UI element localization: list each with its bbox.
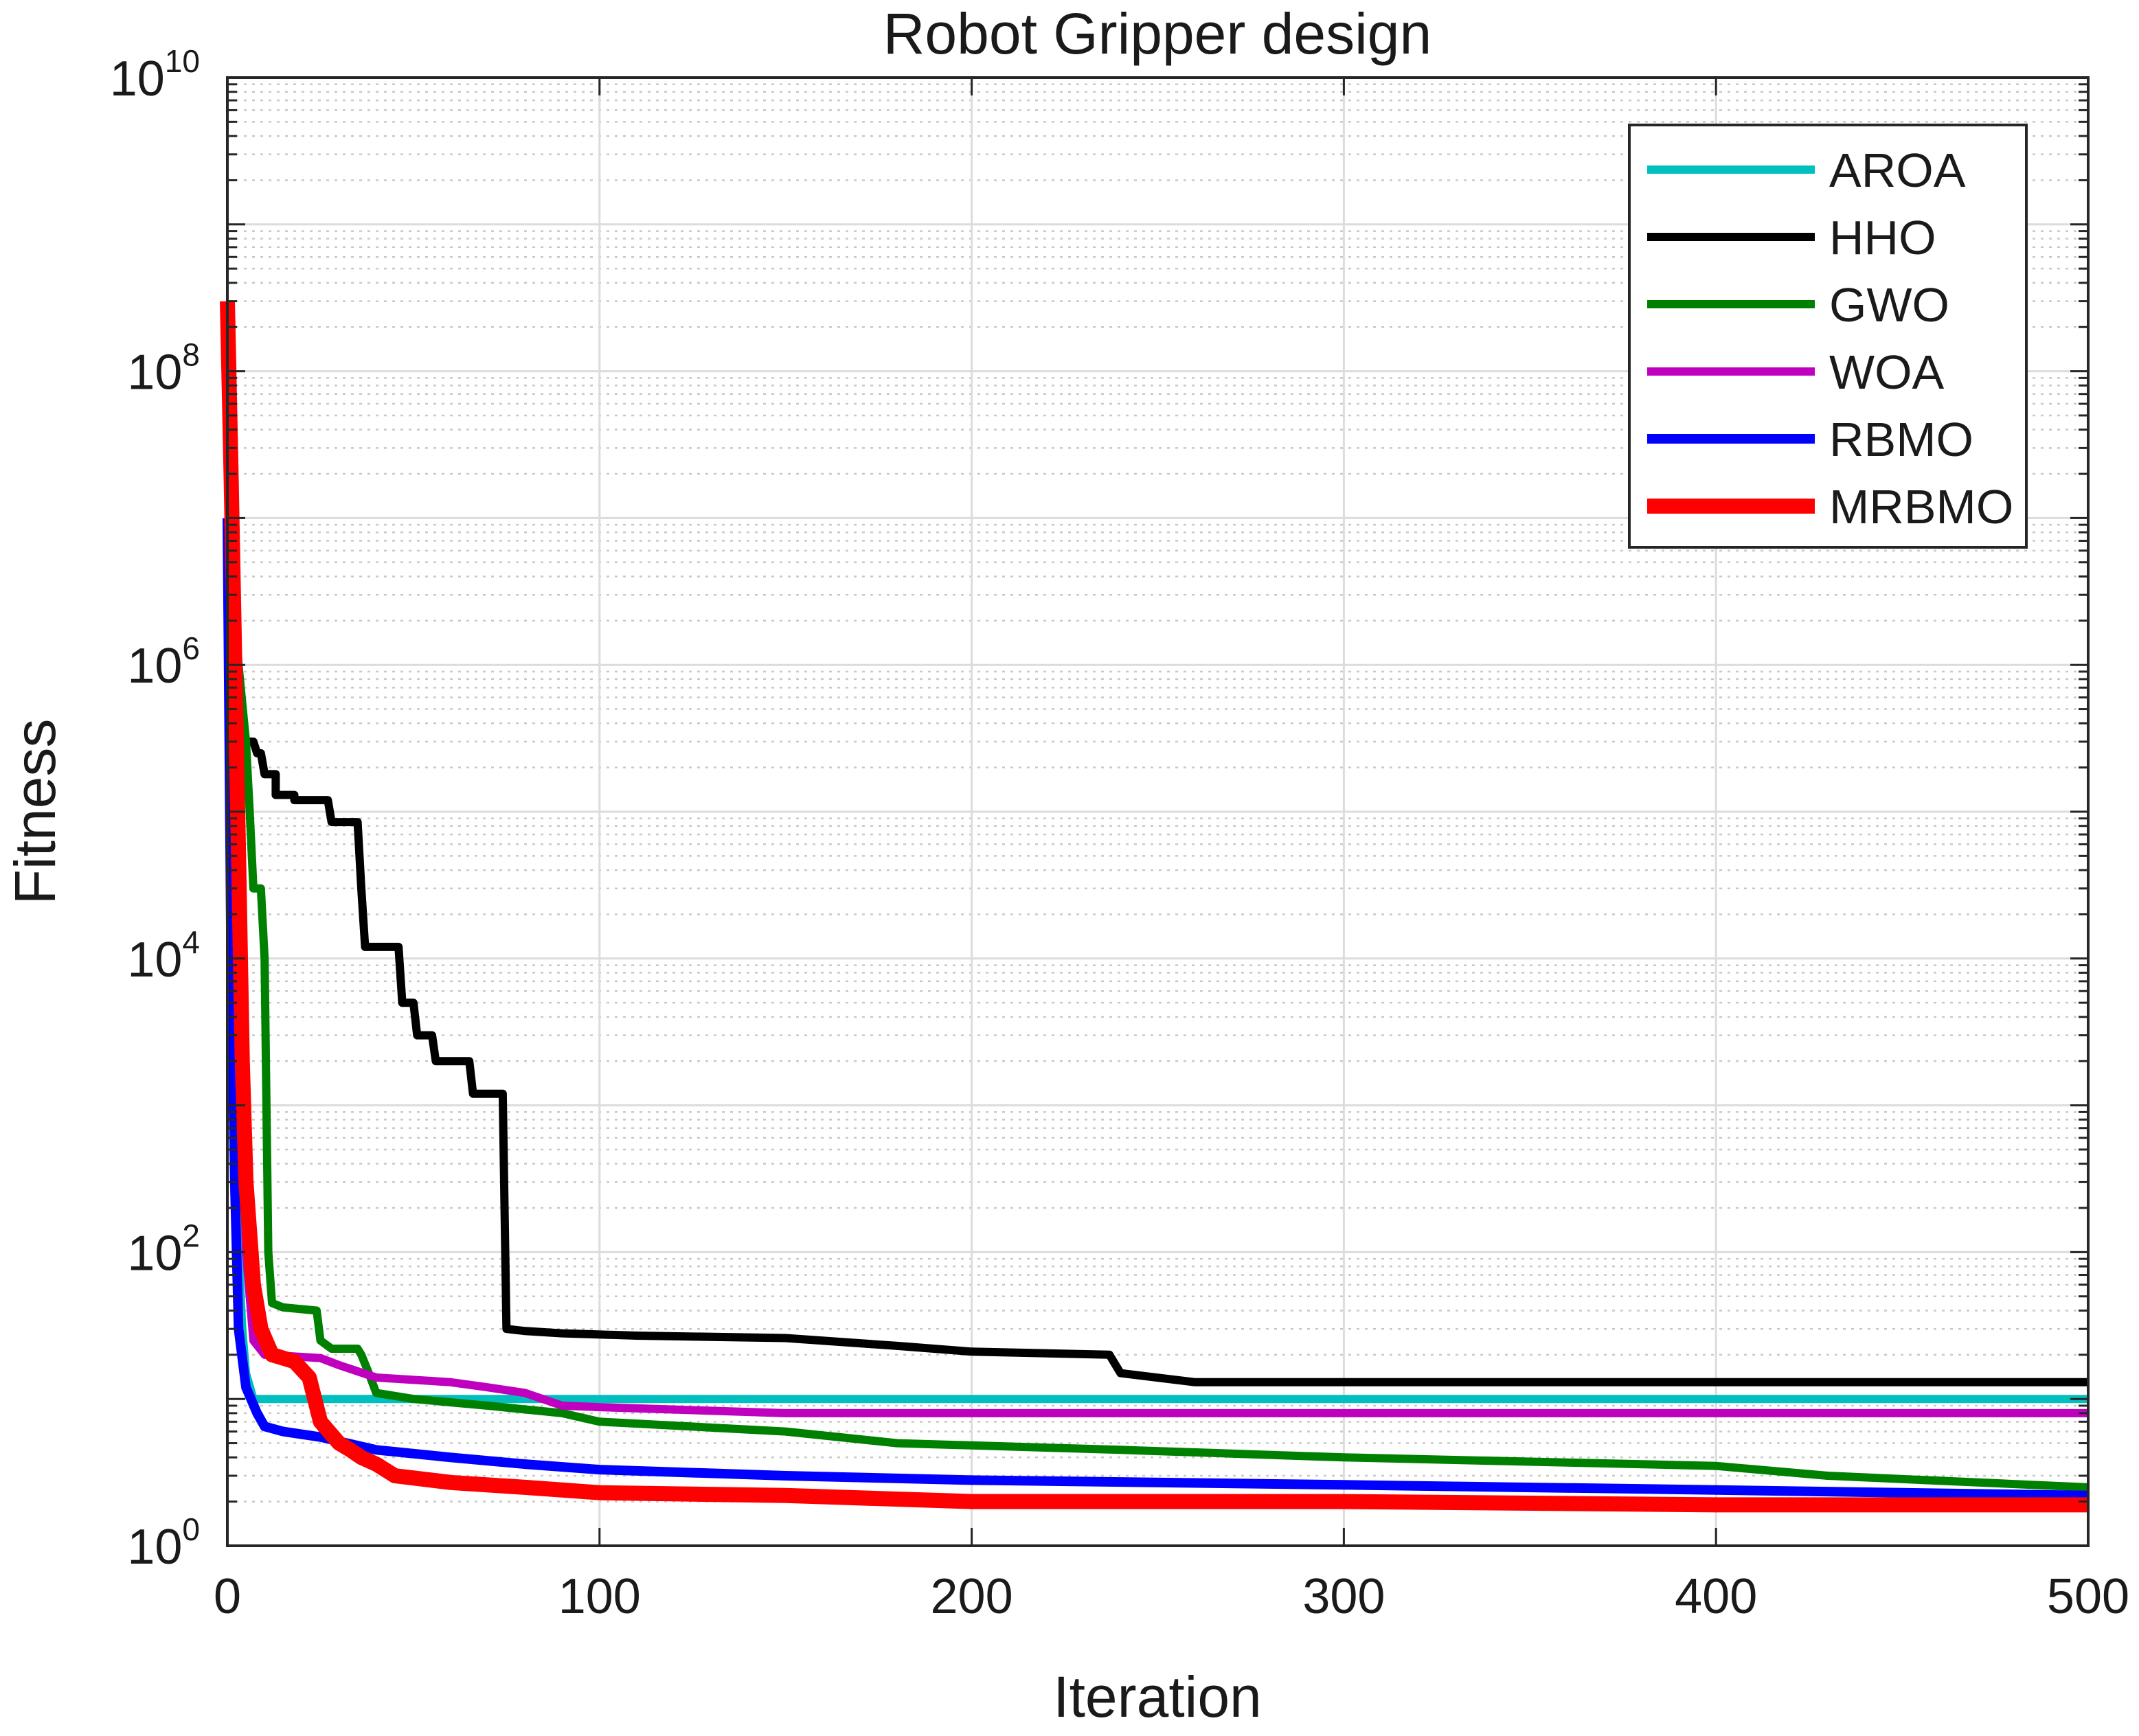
legend-label-hho: HHO xyxy=(1829,211,1936,264)
chart-title: Robot Gripper design xyxy=(883,1,1431,66)
legend-label-mrbmo: MRBMO xyxy=(1829,480,2013,534)
tick-marks xyxy=(226,76,2090,1547)
legend-box xyxy=(1628,124,2028,549)
legend: AROA HHO GWO WOA RBMO MRBMO xyxy=(1628,124,2028,549)
x-tick-label: 200 xyxy=(931,1569,1013,1624)
x-tick-label: 300 xyxy=(1302,1569,1385,1624)
legend-label-aroa: AROA xyxy=(1829,144,1966,197)
y-tick-label: 106 xyxy=(127,630,200,694)
series-line-hho xyxy=(223,594,2088,1386)
y-tick-label: 102 xyxy=(127,1218,200,1281)
y-tick-labels: 100 102 104 106 108 1010 xyxy=(110,43,200,1575)
x-tick-label: 0 xyxy=(214,1569,241,1624)
y-tick-label: 1010 xyxy=(110,43,200,106)
x-tick-label: 100 xyxy=(558,1569,641,1624)
x-tick-label: 500 xyxy=(2047,1569,2129,1624)
series-lines xyxy=(220,301,2089,1513)
y-axis-label: Fitness xyxy=(3,719,67,905)
y-tick-label: 108 xyxy=(127,337,200,400)
legend-label-rbmo: RBMO xyxy=(1829,413,1973,466)
x-tick-label: 400 xyxy=(1675,1569,1757,1624)
legend-label-gwo: GWO xyxy=(1829,278,1949,332)
y-tick-label: 100 xyxy=(127,1511,200,1575)
x-axis-label: Iteration xyxy=(1053,1665,1262,1729)
series-line-gwo xyxy=(223,517,2089,1492)
series-line-mrbmo xyxy=(220,301,2088,1513)
x-tick-labels: 0 100 200 300 400 500 xyxy=(214,1569,2129,1624)
y-tick-label: 104 xyxy=(127,924,200,987)
legend-label-woa: WOA xyxy=(1829,345,1945,399)
